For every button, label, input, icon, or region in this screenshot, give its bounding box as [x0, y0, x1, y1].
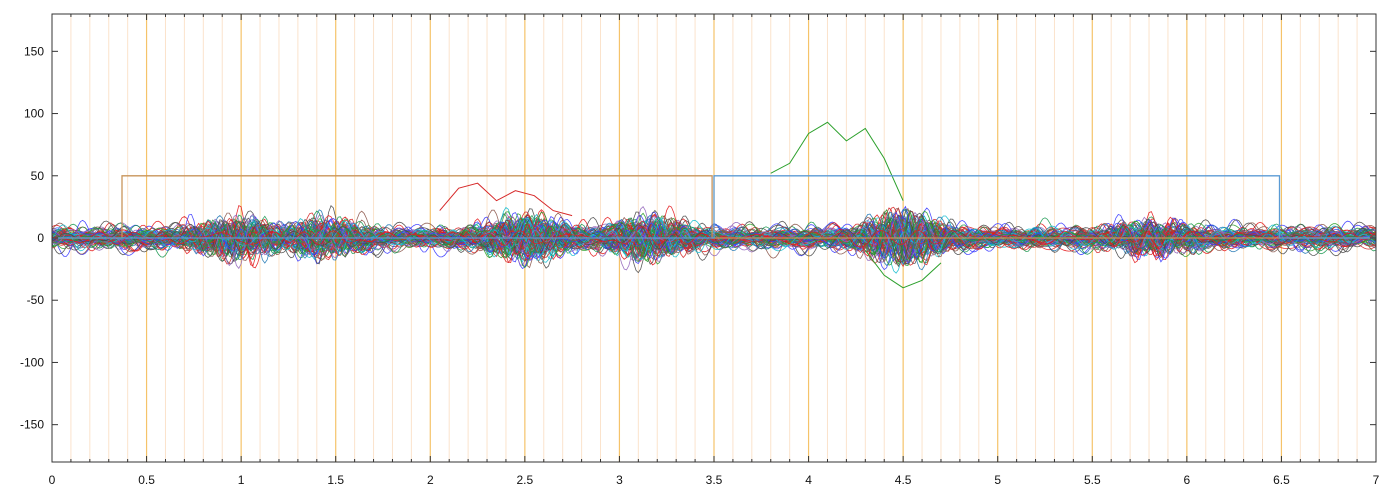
x-tick-label: 0.5: [138, 473, 155, 487]
x-tick-label: 5: [994, 473, 1001, 487]
y-tick-label: 50: [31, 169, 45, 183]
x-tick-label: 3: [616, 473, 623, 487]
trace-excursion: [439, 182, 573, 217]
trace-line: [52, 226, 1376, 250]
x-tick-label: 6: [1184, 473, 1191, 487]
y-tick-label: 100: [24, 107, 44, 121]
y-tick-label: 150: [24, 44, 44, 58]
x-tick-label: 1: [238, 473, 245, 487]
trace-line: [52, 208, 1376, 265]
tick-labels: 0 0.5 1 1.5 2 2.5 3 3.5 4 4.5 5 5.5 6 6.5 7 150 100 50 0 -5…: [20, 14, 1380, 487]
x-tick-label: 1.5: [327, 473, 344, 487]
x-tick-label: 6.5: [1273, 473, 1290, 487]
x-tick-label: 5.5: [1084, 473, 1101, 487]
x-tick-label: 2: [427, 473, 434, 487]
x-tick-label: 4.5: [895, 473, 912, 487]
y-tick-label: -150: [20, 418, 44, 432]
x-tick-label: 0: [49, 473, 56, 487]
x-tick-label: 7: [1373, 473, 1380, 487]
y-tick-label: 0: [37, 231, 44, 245]
stimulus-steps: [52, 175, 1376, 239]
trace-excursion: [864, 250, 942, 289]
y-tick-label: -100: [20, 355, 44, 369]
x-tick-label: 2.5: [517, 473, 534, 487]
x-tick-label: 4: [805, 473, 812, 487]
trace-excursion: [770, 121, 904, 201]
stimulus-step-line: [52, 175, 1376, 239]
y-tick-label: -50: [27, 293, 45, 307]
x-tick-label: 3.5: [706, 473, 723, 487]
